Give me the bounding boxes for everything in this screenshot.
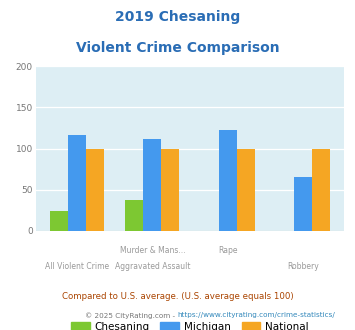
Text: Robbery: Robbery bbox=[287, 262, 319, 271]
Bar bbox=[68, 135, 86, 231]
Text: https://www.cityrating.com/crime-statistics/: https://www.cityrating.com/crime-statist… bbox=[178, 312, 335, 318]
Bar bbox=[143, 139, 161, 231]
Bar bbox=[219, 130, 237, 231]
Bar bbox=[294, 178, 312, 231]
Bar bbox=[86, 148, 104, 231]
Bar bbox=[161, 148, 179, 231]
Bar bbox=[312, 148, 330, 231]
Text: All Violent Crime: All Violent Crime bbox=[45, 262, 109, 271]
Text: Aggravated Assault: Aggravated Assault bbox=[115, 262, 190, 271]
Text: Violent Crime Comparison: Violent Crime Comparison bbox=[76, 41, 279, 55]
Legend: Chesaning, Michigan, National: Chesaning, Michigan, National bbox=[71, 322, 309, 330]
Text: © 2025 CityRating.com -: © 2025 CityRating.com - bbox=[85, 312, 178, 318]
Bar bbox=[237, 148, 255, 231]
Bar bbox=[125, 200, 143, 231]
Text: Compared to U.S. average. (U.S. average equals 100): Compared to U.S. average. (U.S. average … bbox=[62, 292, 293, 301]
Bar bbox=[50, 211, 68, 231]
Text: Murder & Mans...: Murder & Mans... bbox=[120, 246, 185, 255]
Text: 2019 Chesaning: 2019 Chesaning bbox=[115, 10, 240, 24]
Text: Rape: Rape bbox=[218, 246, 237, 255]
